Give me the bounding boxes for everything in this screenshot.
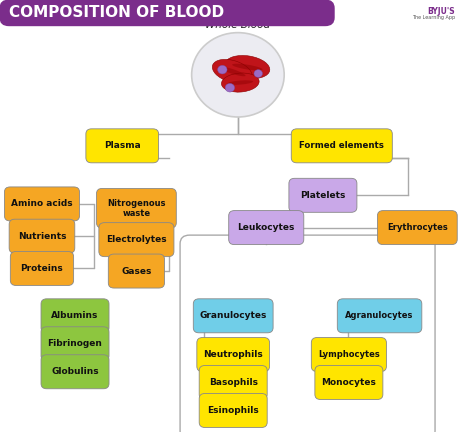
Text: Electrolytes: Electrolytes [106,235,167,244]
Text: Nitrogenous
waste: Nitrogenous waste [107,199,165,218]
FancyBboxPatch shape [229,210,304,245]
Text: Fibrinogen: Fibrinogen [47,339,102,348]
Text: Granulocytes: Granulocytes [200,311,267,320]
Circle shape [218,65,227,74]
Text: COMPOSITION OF BLOOD: COMPOSITION OF BLOOD [9,5,224,20]
Ellipse shape [219,67,246,76]
FancyBboxPatch shape [41,355,109,389]
FancyBboxPatch shape [315,365,383,400]
FancyBboxPatch shape [41,327,109,361]
Text: Nutrients: Nutrients [18,232,66,241]
FancyBboxPatch shape [337,299,422,333]
FancyBboxPatch shape [193,299,273,333]
Text: Formed elements: Formed elements [300,141,384,150]
FancyBboxPatch shape [377,210,457,245]
Text: Neutrophils: Neutrophils [203,350,263,359]
Text: Monocytes: Monocytes [321,378,376,387]
FancyBboxPatch shape [4,187,80,221]
FancyBboxPatch shape [9,219,75,253]
Circle shape [191,33,284,117]
FancyBboxPatch shape [199,365,267,400]
Text: Erythrocytes: Erythrocytes [387,223,448,232]
FancyBboxPatch shape [0,0,335,26]
Circle shape [254,70,263,77]
Ellipse shape [212,59,252,83]
FancyBboxPatch shape [289,178,357,212]
Text: Globulins: Globulins [51,367,99,376]
FancyBboxPatch shape [199,394,267,428]
Text: Basophils: Basophils [209,378,258,387]
FancyBboxPatch shape [10,251,73,286]
FancyBboxPatch shape [291,129,392,163]
Text: Platelets: Platelets [300,191,346,200]
Text: The Learning App: The Learning App [412,15,455,19]
Text: Albumins: Albumins [51,311,99,320]
Text: Amino acids: Amino acids [11,200,73,208]
Text: Agranulocytes: Agranulocytes [346,311,414,320]
FancyBboxPatch shape [41,299,109,333]
Circle shape [225,83,235,92]
Ellipse shape [228,80,253,85]
Ellipse shape [225,55,270,79]
FancyBboxPatch shape [86,129,159,163]
Text: Esinophils: Esinophils [207,406,259,415]
Text: Whole Blood: Whole Blood [205,19,271,30]
Text: Leukocytes: Leukocytes [237,223,295,232]
Text: Proteins: Proteins [20,264,64,273]
FancyBboxPatch shape [99,222,174,257]
Text: Gases: Gases [121,267,152,276]
FancyBboxPatch shape [197,337,270,372]
Ellipse shape [232,64,263,70]
Text: Plasma: Plasma [104,141,141,150]
Text: BYJU'S: BYJU'S [428,6,455,16]
FancyBboxPatch shape [109,254,164,288]
Ellipse shape [221,73,259,92]
FancyBboxPatch shape [97,188,176,228]
FancyBboxPatch shape [311,337,386,372]
Text: Lymphocytes: Lymphocytes [318,350,380,359]
